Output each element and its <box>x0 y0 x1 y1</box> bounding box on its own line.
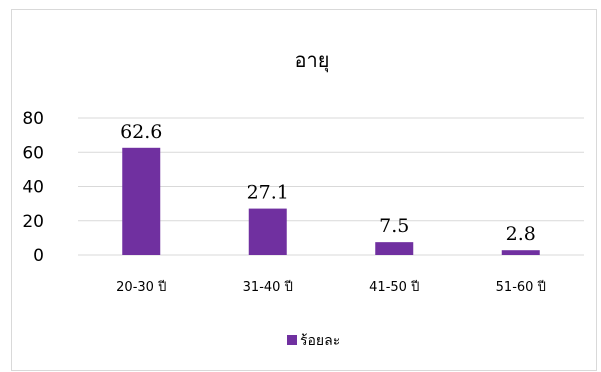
y-tick-label: 40 <box>22 178 44 198</box>
bar-value-label: 7.5 <box>379 215 409 237</box>
data-labels: 62.6 27.1 7.5 2.8 <box>120 121 536 245</box>
y-tick-label: 80 <box>22 109 44 129</box>
bar <box>122 147 161 255</box>
legend: ร้อยละ <box>287 333 340 349</box>
bar <box>375 242 414 255</box>
bar <box>501 250 540 255</box>
chart-container <box>11 9 597 371</box>
y-tick-label: 0 <box>33 246 44 266</box>
bar-value-label: 62.6 <box>120 121 162 143</box>
legend-swatch <box>287 335 297 345</box>
chart-title: อายุ <box>295 48 330 73</box>
x-tick-label: 51-60 ปี <box>496 279 546 295</box>
bar-value-label: 2.8 <box>506 223 536 245</box>
x-axis: 20-30 ปี 31-40 ปี 41-50 ปี 51-60 ปี <box>116 279 546 295</box>
y-axis: 0 20 40 60 80 <box>22 109 44 266</box>
x-tick-label: 31-40 ปี <box>243 279 293 295</box>
y-tick-label: 60 <box>22 143 44 163</box>
gridlines <box>78 117 584 256</box>
bars <box>122 147 540 255</box>
bar <box>248 208 287 255</box>
legend-label: ร้อยละ <box>300 333 340 349</box>
x-tick-label: 20-30 ปี <box>116 279 166 295</box>
x-tick-label: 41-50 ปี <box>369 279 419 295</box>
y-tick-label: 20 <box>22 212 44 232</box>
bar-value-label: 27.1 <box>247 182 289 204</box>
